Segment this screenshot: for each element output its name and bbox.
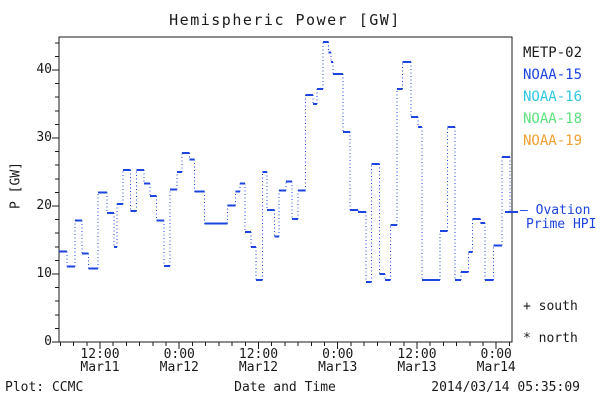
x-tick-label: 0:00 Mar13 <box>306 348 370 374</box>
page-title: Hemispheric Power [GW] <box>169 11 401 29</box>
y-tick-label: 10 <box>36 265 52 281</box>
legend-item-noaa-19: NOAA-19 <box>523 133 583 149</box>
x-tick-date: Mar13 <box>397 360 437 375</box>
legend-item-noaa-18: NOAA-18 <box>523 111 583 127</box>
x-tick-label: 12:00 Mar12 <box>226 348 290 374</box>
south-marker-label: + south <box>523 299 578 314</box>
legend-item-noaa-16: NOAA-16 <box>523 89 583 105</box>
x-tick-date: Mar12 <box>159 360 199 375</box>
north-marker-label: * north <box>523 331 578 346</box>
x-tick-label: 12:00 Mar11 <box>68 348 132 374</box>
legend-item-noaa-15: NOAA-15 <box>523 67 583 83</box>
x-tick-time: 12:00 <box>80 347 120 362</box>
x-tick-date: Mar12 <box>238 360 279 375</box>
x-tick-label: 0:00 Mar14 <box>464 348 528 374</box>
plot-frame <box>58 36 513 343</box>
ovation-label-line2: Prime HPI <box>526 217 597 232</box>
plot-credit: Plot: CCMC <box>5 380 84 395</box>
x-tick-label: 12:00 Mar13 <box>385 348 449 374</box>
y-tick-label: 40 <box>36 61 52 77</box>
generation-timestamp: 2014/03/14 05:35:09 <box>431 380 580 395</box>
x-tick-date: Mar11 <box>80 360 120 375</box>
legend-item-metp-02: METP-02 <box>523 45 583 61</box>
ovation-prime-label: — Ovation Prime HPI <box>520 204 596 232</box>
ovation-label-line1: — Ovation <box>520 203 591 218</box>
x-tick-date: Mar14 <box>476 360 516 375</box>
x-tick-label: 0:00 Mar12 <box>147 348 211 374</box>
x-tick-time: 0:00 <box>480 347 512 362</box>
x-tick-time: 0:00 <box>322 347 354 362</box>
x-axis-label: Date and Time <box>234 380 336 395</box>
y-tick-label: 20 <box>36 197 52 213</box>
y-tick-label: 30 <box>36 129 52 145</box>
x-tick-time: 12:00 <box>397 347 437 362</box>
x-tick-time: 0:00 <box>163 347 195 362</box>
x-tick-time: 12:00 <box>238 347 279 362</box>
y-tick-label: 0 <box>44 334 52 349</box>
x-tick-date: Mar13 <box>318 360 358 375</box>
